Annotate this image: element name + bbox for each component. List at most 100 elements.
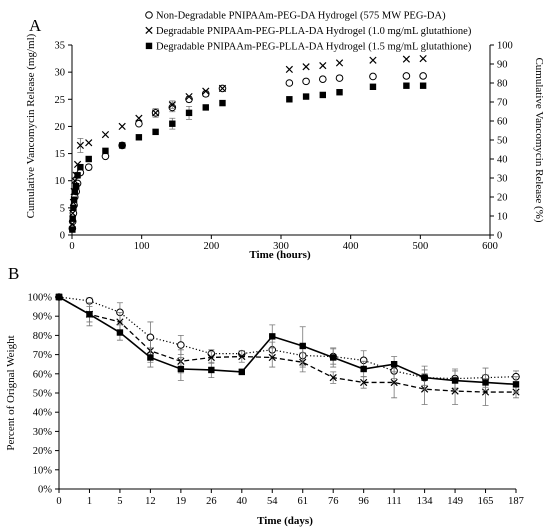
data-point — [302, 93, 310, 100]
legend-item-glutathione-1-0: Degradable PNIPAAm-PEG-PLLA-DA Hydrogel … — [145, 26, 472, 37]
data-point — [419, 82, 427, 89]
data-point — [71, 188, 78, 195]
data-point — [285, 65, 293, 74]
y-tick-label: 15 — [55, 149, 66, 160]
data-point — [285, 79, 294, 87]
y-tick-label: 60% — [33, 369, 53, 380]
panel-a-ylabel: Cumulative Vancomycin Release (mg/ml) — [25, 33, 37, 218]
y-tick-label: 0 — [60, 231, 65, 242]
data-point — [185, 109, 193, 117]
series-cross — [68, 54, 427, 228]
x-tick-label: 300 — [273, 241, 289, 252]
data-point — [69, 226, 76, 233]
data-point — [421, 374, 428, 381]
data-point — [238, 352, 246, 361]
y-tick-label: 30% — [33, 427, 53, 438]
x-tick-label: 0 — [56, 496, 61, 507]
x-tick-label: 149 — [447, 496, 463, 507]
y-tick-label: 50% — [33, 389, 53, 400]
panel-a-data — [68, 54, 427, 233]
data-point — [86, 311, 93, 318]
data-point — [403, 82, 410, 89]
data-point — [390, 361, 398, 368]
data-point — [55, 293, 63, 301]
data-point — [116, 318, 124, 326]
data-point — [218, 84, 227, 93]
data-point — [369, 56, 377, 64]
data-point — [208, 366, 215, 374]
x-tick-label: 600 — [482, 241, 498, 252]
data-point — [74, 172, 81, 179]
y-tick-label: 10% — [33, 465, 53, 476]
data-point — [84, 163, 93, 171]
y-tick-label: 10 — [55, 176, 66, 187]
data-point — [135, 119, 143, 128]
y2-tick-label: 30 — [497, 174, 508, 185]
data-point — [451, 377, 459, 384]
data-point — [135, 114, 143, 122]
y-tick-label: 0% — [38, 485, 52, 496]
y2-tick-label: 70 — [497, 98, 508, 109]
data-point — [177, 341, 185, 349]
data-point — [402, 55, 411, 63]
data-point — [71, 177, 79, 185]
panel-a-axes: 0 100 200 300 400 500 600051015202530350102030… — [55, 41, 513, 253]
data-point — [72, 182, 80, 190]
y2-tick-label: 80 — [497, 79, 508, 90]
data-point — [238, 368, 245, 376]
y-tick-label: 25 — [55, 95, 66, 106]
filled-square-marker-icon — [145, 42, 153, 50]
data-point — [77, 163, 84, 171]
data-point — [207, 353, 215, 362]
y-tick-label: 40% — [33, 408, 53, 419]
panel-a-y2label: Cumulative Vancomycin Release (%) — [533, 57, 545, 222]
y2-tick-label: 10 — [497, 212, 508, 223]
data-point — [135, 134, 143, 141]
panel-a-legend: Non-Degradable PNIPAAm-PEG-DA Hydrogel (… — [145, 11, 472, 53]
x-tick-label: 96 — [358, 496, 369, 507]
data-point — [369, 72, 377, 81]
x-tick-label: 200 — [203, 241, 219, 252]
x-tick-label: 400 — [343, 241, 359, 252]
data-point — [85, 139, 93, 147]
series-filled-square — [69, 82, 427, 233]
x-tick-label: 61 — [297, 496, 308, 507]
y2-tick-label: 20 — [497, 193, 508, 204]
data-point — [70, 204, 77, 212]
panel-b-axes: 0 1 5 12 19 26 40 54 61 76 96 111 134 149 165 187 0% 10% 2… — [28, 293, 524, 508]
y-tick-label: 100% — [28, 293, 53, 304]
cross-marker-icon — [145, 26, 153, 35]
y2-tick-label: 0 — [497, 231, 502, 242]
data-point — [335, 59, 344, 67]
panel-b-data — [55, 293, 520, 406]
x-tick-label: 76 — [328, 496, 339, 507]
legend-label: Degradable PNIPAAm-PEG-PLLA-DA Hydrogel … — [156, 42, 472, 53]
y-tick-label: 30 — [55, 68, 66, 79]
x-tick-label: 5 — [117, 496, 122, 507]
y2-tick-label: 40 — [497, 155, 508, 166]
series-line — [58, 296, 517, 386]
data-point — [268, 353, 276, 362]
y2-tick-label: 50 — [497, 136, 508, 147]
y2-tick-label: 100 — [497, 41, 513, 52]
data-point — [451, 387, 459, 395]
y-tick-label: 90% — [33, 312, 53, 323]
data-point — [116, 329, 124, 336]
data-point — [118, 122, 126, 131]
data-point — [302, 77, 310, 86]
data-point — [299, 342, 306, 350]
panel-a-xlabel: Time (hours) — [249, 249, 311, 261]
y-tick-label: 35 — [55, 41, 66, 52]
data-point — [69, 209, 77, 217]
data-point — [402, 72, 411, 80]
panel-b-ylabel: Percent of Orignal Weight — [5, 335, 17, 450]
data-point — [152, 128, 159, 136]
data-point — [330, 354, 337, 361]
y-tick-label: 80% — [33, 331, 53, 342]
series-open-circle — [68, 72, 427, 233]
y-tick-label: 20 — [55, 122, 66, 133]
data-point — [369, 83, 377, 90]
data-point — [482, 379, 489, 386]
data-point — [177, 365, 185, 373]
